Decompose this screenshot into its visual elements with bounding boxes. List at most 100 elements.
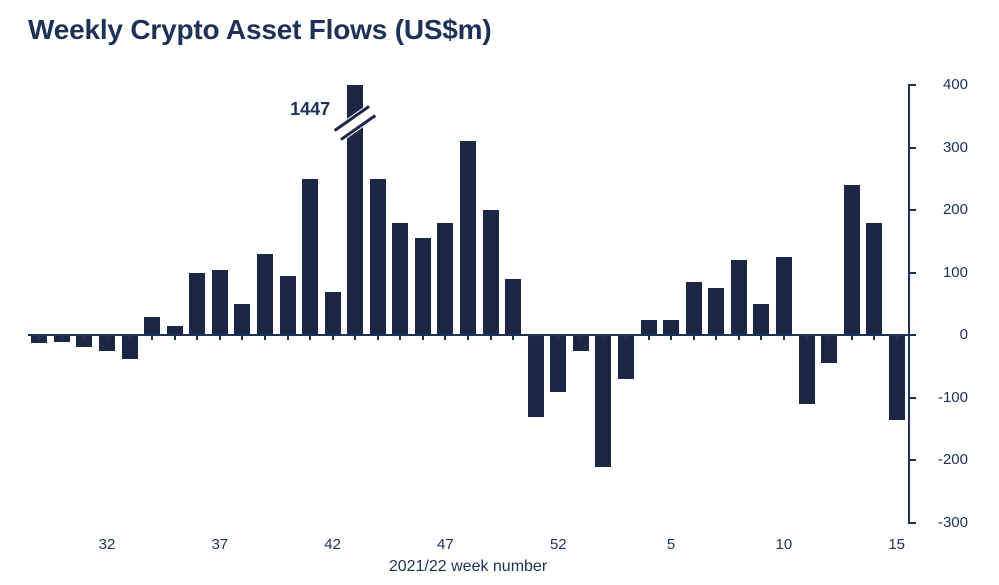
x-axis-tick [421, 336, 424, 341]
y-axis-tick [908, 84, 916, 86]
bar [866, 222, 883, 336]
x-axis-tick [263, 336, 266, 341]
x-tick-label: 42 [324, 536, 341, 553]
x-axis-tick [692, 336, 695, 341]
x-axis-tick [38, 336, 41, 341]
x-axis-tick [805, 336, 808, 341]
x-tick-label: 15 [888, 536, 906, 553]
y-axis-tick [908, 209, 916, 212]
bar [730, 260, 747, 336]
x-axis-tick [557, 336, 560, 341]
chart-title: Weekly Crypto Asset Flows (US$m) [28, 14, 492, 45]
x-axis-tick [331, 336, 334, 341]
bar [888, 335, 905, 420]
x-axis-tick [376, 336, 379, 341]
y-axis-tick [908, 459, 916, 462]
x-axis-tick [873, 336, 876, 341]
x-axis-tick [489, 336, 492, 341]
bar [279, 275, 296, 336]
y-axis-line [908, 85, 910, 523]
y-tick-label: 100 [942, 263, 968, 281]
bar [663, 319, 680, 336]
peak-value-annotation: 1447 [290, 98, 331, 119]
x-axis-tick [354, 336, 357, 341]
x-axis-tick [782, 336, 785, 341]
bar [527, 335, 544, 417]
x-axis-tick [218, 336, 221, 341]
bar [437, 222, 454, 336]
bar [775, 257, 792, 336]
bar [460, 141, 476, 336]
x-axis-tick [467, 336, 469, 341]
x-axis-tick [83, 336, 86, 341]
bar [843, 185, 860, 336]
y-tick-label: -300 [937, 514, 968, 531]
x-axis-tick [602, 336, 605, 341]
bar [550, 335, 567, 392]
x-tick-label: 37 [211, 536, 229, 553]
x-tick-label: 5 [666, 536, 676, 553]
bar [302, 178, 319, 336]
y-axis-tick [908, 271, 916, 274]
x-axis-tick [670, 336, 673, 341]
y-axis-tick [908, 522, 916, 524]
x-axis-tick [151, 336, 154, 341]
bar [617, 335, 634, 380]
x-axis-tick [173, 336, 176, 341]
bar [640, 319, 657, 336]
y-tick-label: -200 [937, 451, 968, 469]
x-axis-tick [241, 336, 244, 341]
bar [798, 335, 815, 405]
x-axis-tick [534, 336, 537, 341]
x-tick-label: 10 [775, 536, 793, 553]
bar [482, 210, 499, 336]
x-axis-tick [444, 336, 447, 341]
x-axis-tick [624, 336, 627, 341]
bar [234, 304, 251, 336]
x-axis-tick [399, 336, 402, 341]
x-tick-label: 52 [549, 536, 567, 553]
bar [708, 288, 725, 336]
x-axis-tick [286, 336, 289, 341]
y-tick-label: 400 [942, 76, 968, 93]
bar [144, 316, 161, 336]
bar [369, 178, 386, 336]
y-axis-tick [908, 334, 916, 337]
bar [256, 253, 273, 336]
x-axis-tick [647, 336, 650, 341]
x-axis-tick [106, 336, 108, 341]
x-axis-tick [760, 336, 763, 341]
bar-broken [347, 85, 364, 336]
y-tick-label: 300 [942, 138, 968, 156]
zero-axis-line [28, 334, 908, 337]
y-axis-tick [908, 396, 916, 399]
y-tick-label: 200 [942, 201, 968, 219]
bar [572, 335, 589, 351]
x-tick-label: 47 [437, 536, 454, 553]
x-axis-tick [196, 336, 199, 341]
x-axis-tick [828, 336, 830, 341]
bar [821, 335, 837, 364]
bar [76, 335, 93, 347]
bar [189, 272, 206, 336]
bar [595, 335, 612, 467]
y-axis-tick [908, 146, 916, 149]
bar [166, 325, 183, 336]
bar [685, 282, 702, 336]
x-tick-label: 32 [98, 536, 116, 553]
bar [392, 222, 409, 336]
bar [753, 304, 770, 336]
bar [505, 279, 522, 336]
x-axis-tick [579, 336, 582, 341]
bar [211, 269, 228, 336]
x-axis-tick [512, 336, 515, 341]
y-tick-label: -100 [937, 388, 968, 406]
x-axis-title: 2021/22 week number [388, 558, 548, 575]
bar [121, 335, 138, 360]
x-axis-tick [715, 336, 718, 341]
x-axis-tick [128, 336, 131, 341]
y-tick-label: 0 [959, 326, 968, 344]
x-axis-tick [309, 336, 312, 341]
x-axis-tick [737, 336, 740, 341]
